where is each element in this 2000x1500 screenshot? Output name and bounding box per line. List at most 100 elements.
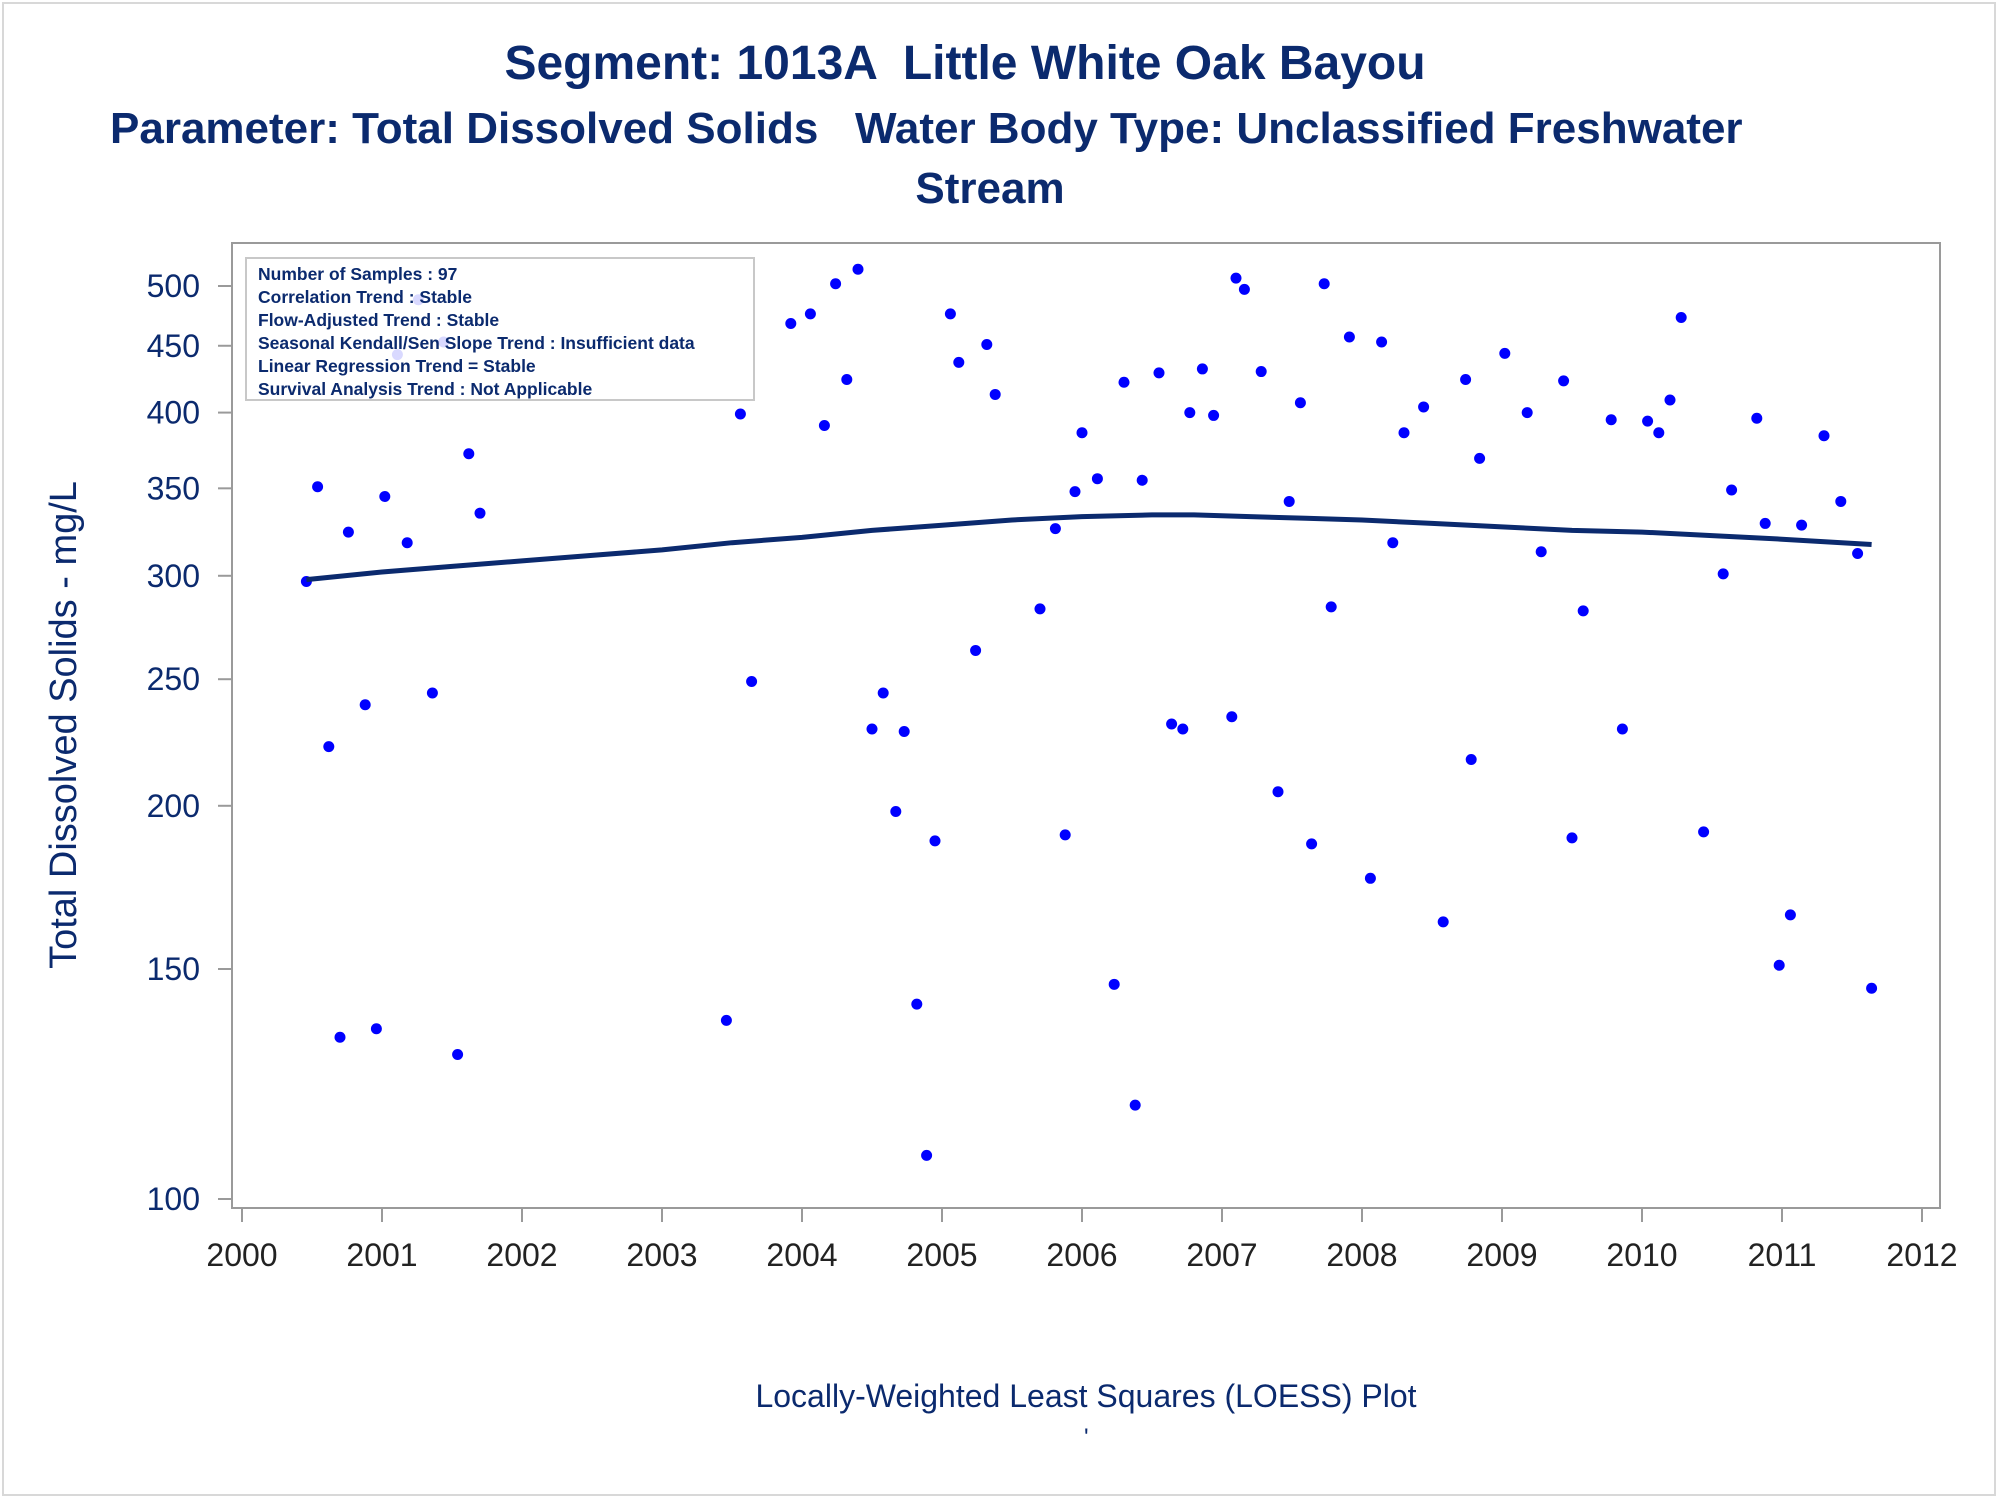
data-point — [1325, 601, 1337, 613]
data-point — [1751, 412, 1763, 424]
data-point — [1196, 363, 1208, 375]
y-tick-label: 100 — [147, 1181, 200, 1217]
data-point — [1784, 909, 1796, 921]
stats-line: Number of Samples : 97 — [258, 264, 457, 284]
chart-subtitle: Parameter: Total Dissolved Solids Water … — [110, 104, 1743, 153]
plot-area-frame — [231, 242, 1941, 1209]
y-tick-label: 350 — [147, 470, 200, 506]
data-point — [1343, 331, 1355, 343]
data-point — [1499, 347, 1511, 359]
data-point — [1558, 375, 1570, 387]
data-point — [1306, 838, 1318, 850]
data-point — [989, 388, 1001, 400]
data-point — [1698, 826, 1710, 838]
data-point — [1852, 548, 1864, 560]
data-point — [1796, 519, 1808, 531]
data-point — [1818, 430, 1830, 442]
data-point — [1759, 517, 1771, 529]
data-point — [1208, 409, 1220, 421]
data-point — [334, 1031, 346, 1043]
x-tick-label: 2001 — [346, 1237, 417, 1273]
stats-line: Correlation Trend : Stable — [258, 287, 472, 307]
stats-line: Survival Analysis Trend : Not Applicable — [258, 379, 592, 399]
chart-subtitle-continued: Stream — [915, 164, 1065, 213]
data-point — [804, 308, 816, 320]
data-point — [818, 419, 830, 431]
data-point — [830, 278, 842, 290]
data-point — [1605, 414, 1617, 426]
y-axis-label: Total Dissolved Solids - mg/L — [43, 481, 85, 969]
data-point — [1108, 978, 1120, 990]
stats-line: Flow-Adjusted Trend : Stable — [258, 310, 499, 330]
x-tick-label: 2002 — [486, 1237, 557, 1273]
data-point — [426, 687, 438, 699]
data-point — [734, 408, 746, 420]
data-point — [866, 723, 878, 735]
data-point — [1535, 546, 1547, 558]
x-tick-label: 2007 — [1186, 1237, 1257, 1273]
data-point — [1460, 374, 1472, 386]
plot-footnote: Locally-Weighted Least Squares (LOESS) P… — [755, 1378, 1417, 1414]
data-point — [463, 448, 475, 460]
stats-line: Linear Regression Trend = Stable — [258, 356, 536, 376]
data-point — [1717, 568, 1729, 580]
data-point — [1474, 452, 1486, 464]
data-point — [1364, 872, 1376, 884]
data-point — [1465, 754, 1477, 766]
data-point — [746, 675, 758, 687]
data-point — [1272, 786, 1284, 798]
data-point — [1773, 959, 1785, 971]
x-tick-label: 2010 — [1606, 1237, 1677, 1273]
x-tick-label: 2005 — [906, 1237, 977, 1273]
data-point — [1398, 427, 1410, 439]
data-point — [1653, 427, 1665, 439]
data-point — [1059, 829, 1071, 841]
data-point — [342, 526, 354, 538]
y-tick-label: 150 — [147, 951, 200, 987]
data-point — [929, 835, 941, 847]
data-point — [1238, 283, 1250, 295]
data-point — [1136, 474, 1148, 486]
stats-box — [245, 257, 755, 401]
data-point — [370, 1023, 382, 1035]
data-point — [1616, 723, 1628, 735]
x-tick-label: 2011 — [1748, 1237, 1817, 1273]
data-point — [944, 308, 956, 320]
x-tick-label: 2012 — [1886, 1237, 1957, 1273]
data-point — [1318, 278, 1330, 290]
y-tick-label: 250 — [147, 661, 200, 697]
y-tick-label: 400 — [147, 395, 200, 431]
data-point — [1866, 982, 1878, 994]
y-tick-label: 500 — [147, 268, 200, 304]
y-tick-label: 200 — [147, 788, 200, 824]
y-tick-label: 300 — [147, 558, 200, 594]
data-point — [312, 481, 324, 493]
x-tick-label: 2000 — [206, 1237, 277, 1273]
data-point — [1437, 916, 1449, 928]
x-tick-label: 2004 — [766, 1237, 837, 1273]
data-point — [785, 318, 797, 330]
data-point — [1418, 401, 1430, 413]
data-point — [898, 725, 910, 737]
data-point — [1566, 832, 1578, 844]
data-point — [1521, 407, 1533, 419]
data-point — [379, 490, 391, 502]
data-point — [359, 699, 371, 711]
data-point — [1283, 495, 1295, 507]
data-point — [1069, 486, 1081, 498]
x-tick-label: 2003 — [626, 1237, 697, 1273]
loess-line — [306, 512, 1872, 583]
data-point — [890, 805, 902, 817]
data-point — [1664, 394, 1676, 406]
data-point — [981, 339, 993, 351]
data-point — [1129, 1099, 1141, 1111]
x-tick-label: 2009 — [1466, 1237, 1537, 1273]
data-point — [1376, 336, 1388, 348]
data-point — [1835, 495, 1847, 507]
data-point — [877, 687, 889, 699]
data-point — [1177, 723, 1189, 735]
data-point — [1675, 311, 1687, 323]
data-point — [1387, 537, 1399, 549]
